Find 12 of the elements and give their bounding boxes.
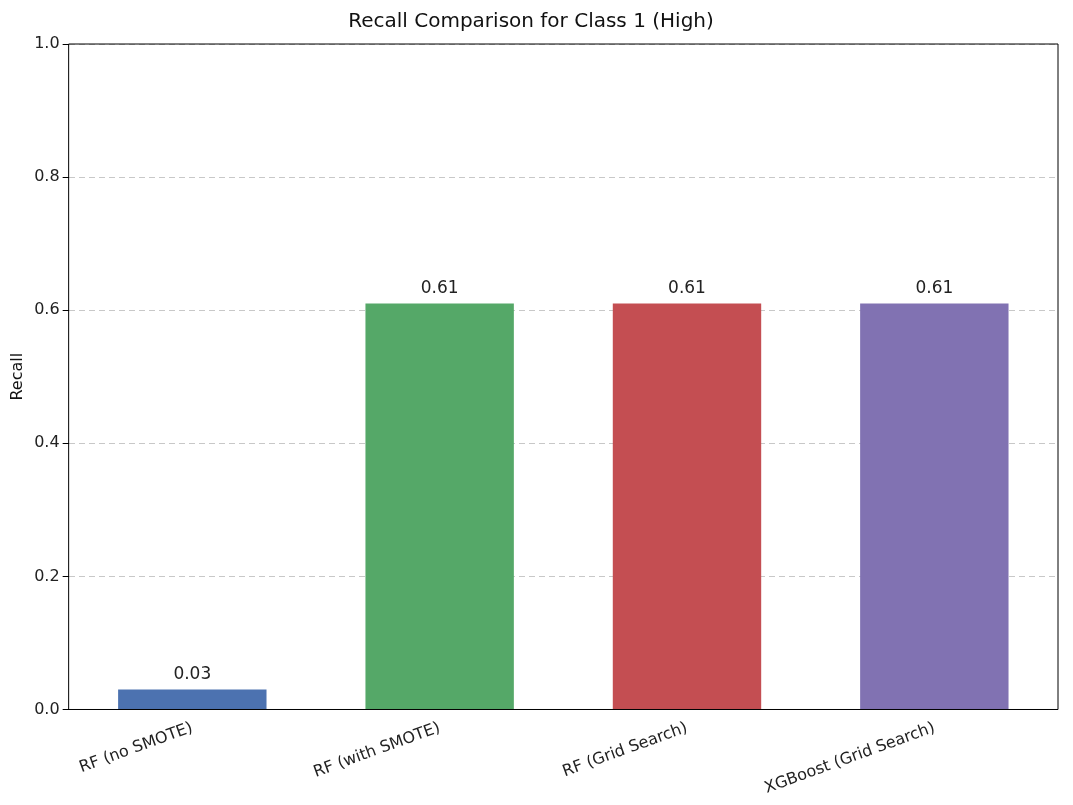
y-tick-label: 0.8 <box>34 166 60 186</box>
y-tick-label: 0.4 <box>34 432 60 452</box>
y-tick-label: 0.2 <box>34 565 60 585</box>
y-tick-label: 0.6 <box>34 299 60 319</box>
y-axis-title: Recall <box>6 352 26 401</box>
data-label: 0.61 <box>915 277 954 298</box>
data-label: 0.61 <box>668 277 706 298</box>
data-label: 0.03 <box>173 663 212 684</box>
data-label: 0.61 <box>420 277 459 298</box>
chart-title: Recall Comparison for Class 1 (High) <box>348 8 714 33</box>
y-tick-label: 0.0 <box>34 698 60 718</box>
y-tick-label: 1.0 <box>34 33 60 53</box>
